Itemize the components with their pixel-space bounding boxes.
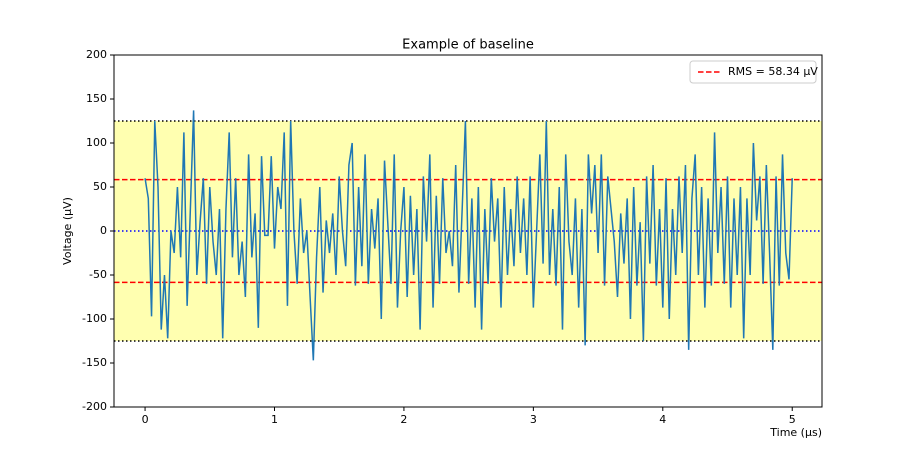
y-tick-label: 100 — [86, 136, 107, 149]
x-tick-label: 5 — [789, 413, 796, 426]
x-axis-label: Time (μs) — [769, 426, 822, 439]
legend-box — [689, 60, 817, 84]
y-tick-label: 0 — [100, 224, 107, 237]
y-tick-label: -50 — [89, 268, 107, 281]
y-tick-label: 200 — [86, 48, 107, 61]
y-tick-label: 50 — [93, 180, 107, 193]
chart-title: Example of baseline — [402, 38, 534, 53]
x-tick-label: 3 — [530, 413, 537, 426]
y-tick-label: -150 — [82, 356, 107, 369]
x-tick-label: 4 — [659, 413, 666, 426]
x-tick-label: 2 — [400, 413, 407, 426]
data-line — [144, 110, 793, 361]
y-axis-label: Voltage (μV) — [61, 197, 74, 265]
legend-label: RMS = 58.34 μV — [728, 65, 818, 78]
y-tick-label: -100 — [82, 312, 107, 325]
y-tick-label: 150 — [86, 92, 107, 105]
x-tick-label: 0 — [142, 413, 149, 426]
x-tick-label: 1 — [271, 413, 278, 426]
y-tick-label: -200 — [82, 400, 107, 413]
